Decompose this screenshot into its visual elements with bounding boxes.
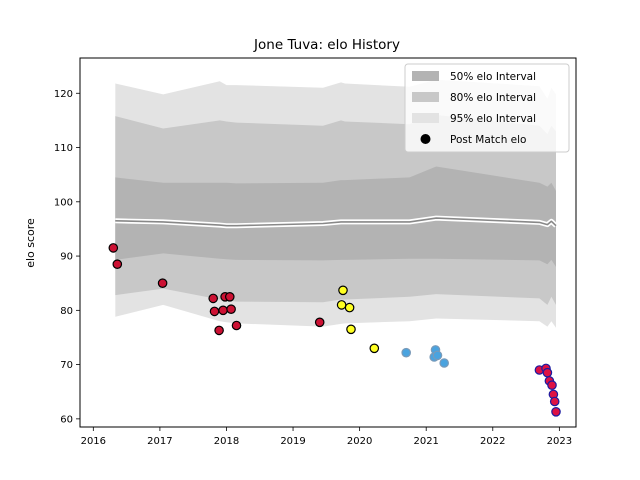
data-point-yellow — [344, 302, 355, 313]
legend-label: 50% elo Interval — [450, 71, 536, 83]
data-point-yellow — [346, 324, 356, 335]
y-tick-label: 90 — [60, 252, 73, 263]
legend-label: Post Match elo — [450, 134, 526, 146]
legend-swatch — [412, 71, 439, 81]
legend-marker — [420, 134, 431, 144]
plot-frame — [79, 57, 577, 428]
data-point-red — [231, 320, 242, 331]
legend-label: 80% elo Interval — [450, 92, 536, 104]
x-tick-label: 2018 — [214, 436, 239, 447]
y-tick-label: 110 — [54, 143, 73, 154]
y-axis-label: elo score — [24, 218, 37, 268]
data-point-red — [108, 243, 119, 253]
x-tick-label: 2017 — [147, 436, 172, 447]
post-match-points — [108, 243, 561, 417]
data-point-red — [209, 306, 220, 317]
data-point-yellow — [336, 300, 347, 310]
chart-title: Jone Tuva: elo History — [253, 37, 400, 53]
chart-legend: 50% elo Interval 80% elo Interval 95% elo … — [404, 63, 570, 153]
data-point-purple — [549, 396, 560, 407]
data-point-blue — [432, 350, 443, 361]
x-tick-label: 2020 — [347, 436, 372, 447]
x-axis: 2016 2017 2018 2019 2020 2021 2022 2023 — [81, 427, 572, 447]
data-point-purple — [542, 367, 553, 378]
y-tick-label: 100 — [54, 197, 73, 208]
data-point-purple — [551, 406, 561, 417]
mean-line — [115, 217, 557, 227]
data-point-red — [218, 305, 228, 316]
mean-elo-line — [115, 215, 558, 229]
legend-swatch — [412, 92, 439, 102]
x-tick-label: 2023 — [547, 436, 572, 447]
x-tick-label: 2022 — [480, 436, 505, 447]
data-point-red — [226, 304, 236, 314]
y-tick-label: 70 — [60, 360, 73, 371]
x-tick-label: 2019 — [280, 436, 305, 447]
data-point-blue — [401, 347, 411, 358]
data-point-red — [314, 317, 325, 328]
data-point-yellow — [369, 343, 380, 354]
legend-swatch — [412, 113, 439, 123]
data-point-blue — [439, 358, 449, 368]
legend-label: 95% elo Interval — [450, 113, 536, 125]
y-tick-label: 80 — [60, 306, 73, 317]
data-point-red — [208, 293, 218, 304]
legend-frame — [404, 63, 570, 153]
y-tick-label: 60 — [60, 414, 73, 425]
x-tick-label: 2016 — [81, 436, 106, 447]
x-tick-label: 2021 — [413, 436, 438, 447]
data-point-purple — [547, 380, 557, 390]
band-50-percent — [115, 166, 557, 267]
data-point-red — [214, 325, 224, 336]
data-point-red — [157, 278, 168, 288]
y-tick-label: 120 — [54, 89, 73, 100]
y-axis: 60 70 80 90 100 110 120 — [54, 89, 80, 425]
data-point-yellow — [338, 285, 348, 296]
data-point-red — [112, 259, 123, 269]
data-point-red — [225, 291, 235, 302]
